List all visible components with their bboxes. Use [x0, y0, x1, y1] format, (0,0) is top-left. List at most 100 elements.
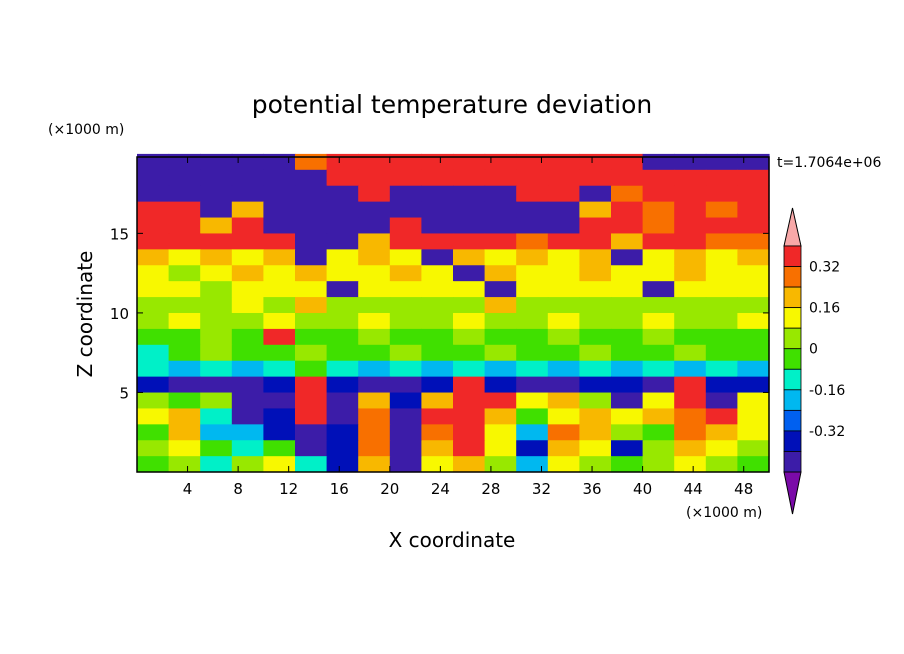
heatmap-cell [231, 376, 264, 393]
heatmap-cell [168, 344, 201, 362]
heatmap-cell [674, 392, 707, 409]
heatmap-cell [579, 456, 612, 473]
heatmap-cell [674, 376, 707, 393]
heatmap-cell [421, 169, 454, 187]
heatmap-cell [137, 169, 170, 187]
heatmap-cell [168, 408, 201, 425]
colorbar-label: 0.16 [809, 301, 840, 317]
heatmap-cell [168, 233, 201, 250]
heatmap-cell [547, 249, 580, 266]
heatmap-cell [705, 201, 738, 218]
heatmap-cell [642, 376, 675, 393]
heatmap-cell [516, 265, 549, 282]
heatmap-cell [642, 328, 675, 346]
heatmap-cell [484, 153, 517, 171]
heatmap-cell [137, 233, 170, 250]
heatmap-cell [326, 265, 359, 282]
heatmap-cell [358, 456, 391, 473]
x-tick-label: 32 [532, 480, 551, 498]
heatmap-cell [137, 249, 170, 266]
heatmap-cell [358, 297, 391, 314]
heatmap-cell [642, 169, 675, 187]
heatmap-cell [674, 169, 707, 187]
heatmap-cell [737, 408, 770, 425]
heatmap-cell [421, 185, 454, 203]
heatmap-cell [547, 440, 580, 457]
heatmap-cell [200, 153, 233, 171]
heatmap-cell [484, 265, 517, 282]
heatmap-cell [231, 408, 264, 425]
heatmap-cell [453, 217, 486, 234]
heatmap-cell [547, 344, 580, 362]
x-tick-label: 48 [734, 480, 753, 498]
heatmap-cell [453, 153, 486, 171]
x-tick-label: 12 [279, 480, 298, 498]
heatmap-cell [642, 312, 675, 330]
heatmap-cell [674, 265, 707, 282]
heatmap-cell [611, 424, 644, 441]
heatmap-cell [516, 424, 549, 441]
heatmap-cell [737, 217, 770, 234]
heatmap-cell [231, 297, 264, 314]
heatmap-cell [453, 376, 486, 393]
heatmap-cell [611, 440, 644, 457]
heatmap-cell [263, 328, 296, 346]
heatmap-cell [611, 297, 644, 314]
heatmap-cell [263, 392, 296, 409]
heatmap-cell [737, 312, 770, 330]
x-axis-label: X coordinate [389, 528, 516, 552]
heatmap-cell [326, 249, 359, 266]
heatmap-cell [326, 456, 359, 473]
heatmap-cell [579, 169, 612, 187]
heatmap-cell [547, 201, 580, 218]
heatmap-cell [389, 217, 422, 234]
colorbar-segment [783, 307, 802, 329]
heatmap-cell [168, 281, 201, 298]
heatmap-cell [516, 169, 549, 187]
heatmap-cell [263, 249, 296, 266]
heatmap-cell [358, 376, 391, 393]
heatmap-cell [200, 201, 233, 218]
heatmap-cell [168, 456, 201, 473]
heatmap-cell [389, 312, 422, 330]
x-tick-label: 36 [582, 480, 601, 498]
heatmap-cell [358, 281, 391, 298]
heatmap-cell [168, 265, 201, 282]
heatmap-cell [516, 392, 549, 409]
heatmap-cell [137, 185, 170, 203]
heatmap-cell [137, 440, 170, 457]
heatmap-cell [737, 360, 770, 378]
heatmap-cell [231, 392, 264, 409]
heatmap-cell [263, 265, 296, 282]
heatmap-cell [516, 408, 549, 425]
plot-frame [136, 156, 770, 473]
heatmap-cell [516, 344, 549, 362]
heatmap-cell [200, 440, 233, 457]
heatmap-cell [389, 265, 422, 282]
heatmap-cell [263, 217, 296, 234]
heatmap-cell [642, 281, 675, 298]
x-tick-label: 40 [633, 480, 652, 498]
heatmap-cell [263, 169, 296, 187]
heatmap-cell [137, 297, 170, 314]
heatmap-cell [295, 440, 328, 457]
heatmap-cell [579, 233, 612, 250]
heatmap-cell [389, 424, 422, 441]
heatmap-cell [358, 344, 391, 362]
x-unit-label: (×1000 m) [686, 505, 762, 521]
heatmap-cell [516, 185, 549, 203]
heatmap-cell [737, 169, 770, 187]
heatmap-cell [674, 328, 707, 346]
heatmap-cell [358, 392, 391, 409]
heatmap-cell [453, 312, 486, 330]
heatmap-cell [611, 265, 644, 282]
heatmap-cell [547, 281, 580, 298]
heatmap-cell [168, 440, 201, 457]
heatmap-cell [516, 312, 549, 330]
heatmap-cell [484, 249, 517, 266]
heatmap-cell [358, 408, 391, 425]
heatmap-cell [642, 392, 675, 409]
heatmap-cell [453, 185, 486, 203]
heatmap-cell [168, 312, 201, 330]
heatmap-cell [200, 265, 233, 282]
